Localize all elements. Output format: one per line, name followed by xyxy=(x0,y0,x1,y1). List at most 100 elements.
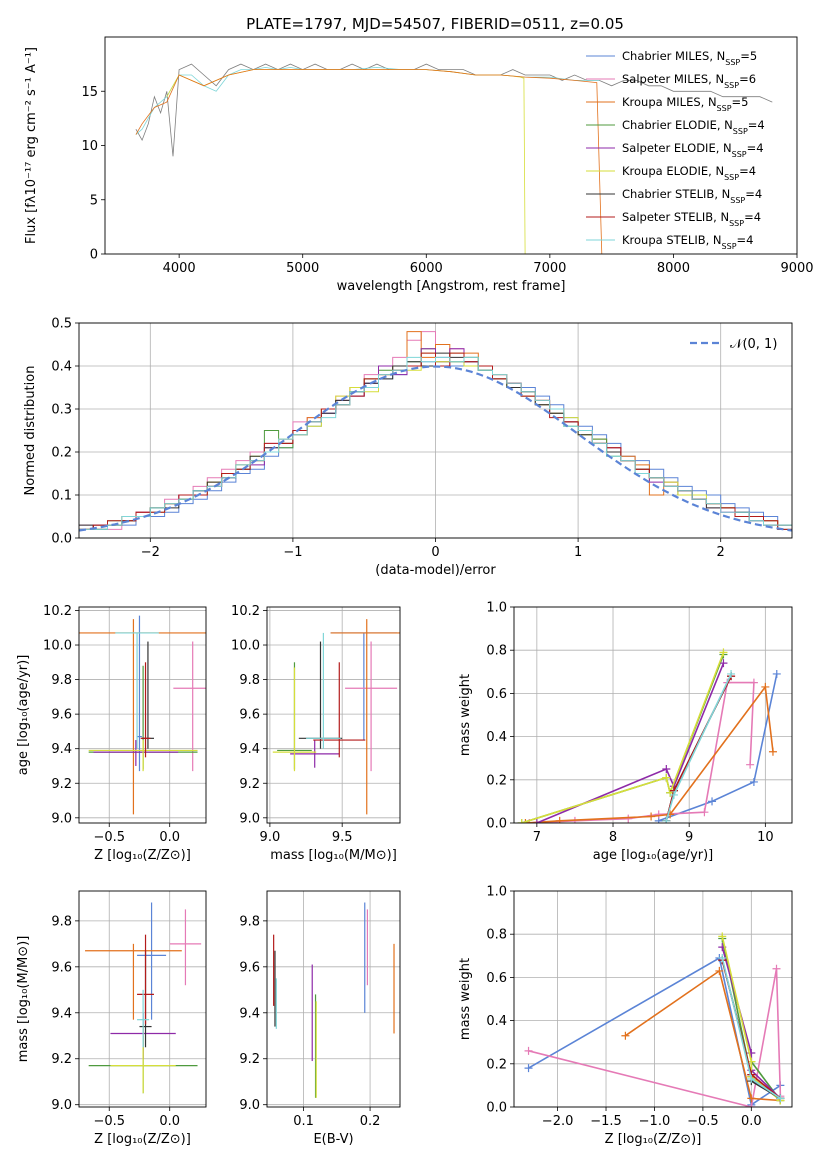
y-tick-label: 9.0 xyxy=(51,1098,72,1113)
legend-label: 𝒩(0, 1) xyxy=(730,337,777,352)
plus-marker xyxy=(747,1074,756,1083)
data-point xyxy=(140,662,151,758)
x-tick-label: 6000 xyxy=(410,261,443,276)
y-tick-label: 0.1 xyxy=(51,489,72,504)
plus-marker xyxy=(621,1031,630,1040)
panel-age_vs_mass: 9.0 9.5 9.0 9.2 9.4 9.6 9.8 10.0 10.2 mass [log₁₀… xyxy=(231,604,401,863)
panel-age_vs_Z: −0.5 0.0 9.0 9.2 9.4 9.6 9.8 10.0 10.2 Z [log₁₀(Z… xyxy=(16,604,207,863)
axes-frame xyxy=(266,890,401,1108)
weight-line-salpeter-stelib xyxy=(665,675,732,821)
y-tick-label: 9.8 xyxy=(51,673,72,688)
legend-label: Salpeter ELODIE, NSSP=4 xyxy=(622,141,764,159)
plus-marker xyxy=(747,1094,756,1103)
x-tick-label: 0.0 xyxy=(159,830,180,845)
legend-label: Salpeter MILES, NSSP=6 xyxy=(622,72,756,90)
plus-marker xyxy=(524,1046,533,1055)
y-tick-label: 9.0 xyxy=(51,811,72,826)
x-tick-label: 2 xyxy=(717,545,725,560)
x-tick-label: 0 xyxy=(431,545,439,560)
x-tick-label: 0.0 xyxy=(741,1114,762,1129)
y-tick-label: 9.6 xyxy=(51,960,72,975)
weight-line-salpeter-miles xyxy=(528,968,782,1107)
spectrum-series-data xyxy=(135,63,773,157)
x-axis-label: mass [log₁₀(M/M⊙)] xyxy=(270,848,397,863)
data-point xyxy=(141,641,154,749)
plus-marker xyxy=(727,669,736,678)
plot-area xyxy=(79,615,206,815)
y-tick-label: 9.6 xyxy=(239,708,260,723)
plot-area xyxy=(85,902,202,1094)
x-tick-label: −2 xyxy=(141,545,160,560)
legend-label: Chabrier ELODIE, NSSP=4 xyxy=(622,118,765,136)
x-axis-label: Z [log₁₀(Z/Z⊙)] xyxy=(94,848,191,863)
y-axis-label: mass weight xyxy=(458,958,473,1040)
axes-frame xyxy=(78,606,207,824)
plot-area xyxy=(517,648,781,823)
plus-marker xyxy=(647,812,656,821)
y-tick-label: 0.3 xyxy=(51,403,72,418)
figure-title: PLATE=1797, MJD=54507, FIBERID=0511, z=0… xyxy=(246,15,624,33)
y-tick-label: 0.5 xyxy=(51,317,72,332)
plus-marker xyxy=(624,814,633,823)
y-axis-label: mass weight xyxy=(458,674,473,756)
axes-frame xyxy=(104,36,798,255)
plus-marker xyxy=(749,777,758,786)
x-tick-label: 7 xyxy=(533,830,541,845)
y-tick-label: 1.0 xyxy=(486,885,507,900)
x-tick-label: 0.1 xyxy=(293,1114,314,1129)
plus-marker xyxy=(719,659,728,668)
data-point xyxy=(169,909,202,986)
plus-marker xyxy=(718,932,727,941)
residual-legend: 𝒩(0, 1) xyxy=(690,337,777,352)
weight-line-kroupa-stelib xyxy=(665,673,732,822)
y-tick-label: 0.2 xyxy=(486,1057,507,1072)
y-tick-label: 0.6 xyxy=(486,687,507,702)
data-point xyxy=(290,740,340,768)
x-axis-label: E(B-V) xyxy=(313,1132,353,1147)
y-axis-label: age [log₁₀(age/yr)] xyxy=(16,655,31,776)
axes-frame xyxy=(78,322,793,539)
y-tick-label: 0.0 xyxy=(51,532,72,547)
plus-marker xyxy=(517,819,526,823)
y-tick-label: 9.6 xyxy=(51,708,72,723)
x-tick-label: 0.0 xyxy=(159,1114,180,1129)
plot-area xyxy=(135,63,773,254)
plus-marker xyxy=(719,648,728,657)
axes-frame xyxy=(78,890,207,1108)
x-tick-label: 10 xyxy=(757,830,774,845)
legend-label: Chabrier MILES, NSSP=5 xyxy=(622,49,757,67)
data-point xyxy=(85,943,182,1020)
weight-line-chabrier-miles xyxy=(658,673,778,822)
x-tick-label: −2.0 xyxy=(542,1114,574,1129)
plot-area xyxy=(273,902,395,1098)
plus-marker xyxy=(768,747,777,756)
data-point xyxy=(313,662,366,758)
y-tick-label: 0.8 xyxy=(486,928,507,943)
y-tick-label: 9.2 xyxy=(51,1052,72,1067)
x-tick-label: −1 xyxy=(283,545,302,560)
x-axis-label: wavelength [Angstrom, rest frame] xyxy=(337,279,566,294)
x-tick-label: 7000 xyxy=(533,261,566,276)
y-tick-label: 10 xyxy=(81,139,98,154)
gaussian-curve xyxy=(79,365,792,532)
y-tick-label: 9.8 xyxy=(239,673,260,688)
x-tick-label: 9000 xyxy=(780,261,813,276)
plus-marker xyxy=(772,964,781,973)
spectrum-series-kroupa-miles-model xyxy=(135,69,603,254)
y-tick-label: 0.4 xyxy=(51,360,72,375)
x-tick-label: 4000 xyxy=(163,261,196,276)
data-point xyxy=(93,740,179,766)
data-point xyxy=(137,615,142,772)
panel-mass_vs_Z: −0.5 0.0 9.0 9.2 9.4 9.6 9.8 Z [log₁₀(Z/Z⊙)] mas… xyxy=(16,890,207,1147)
x-tick-label: 1 xyxy=(574,545,582,560)
plus-marker xyxy=(524,1064,533,1073)
x-tick-label: −0.5 xyxy=(93,830,125,845)
y-tick-label: 9.6 xyxy=(239,960,260,975)
x-axis-label: age [log₁₀(age/yr)] xyxy=(593,848,714,863)
y-tick-label: 10.0 xyxy=(43,639,72,654)
weight-line-kroupa-miles xyxy=(624,969,781,1102)
y-tick-label: 9.2 xyxy=(51,777,72,792)
y-tick-label: 15 xyxy=(81,85,98,100)
y-tick-label: 10.2 xyxy=(43,604,72,619)
